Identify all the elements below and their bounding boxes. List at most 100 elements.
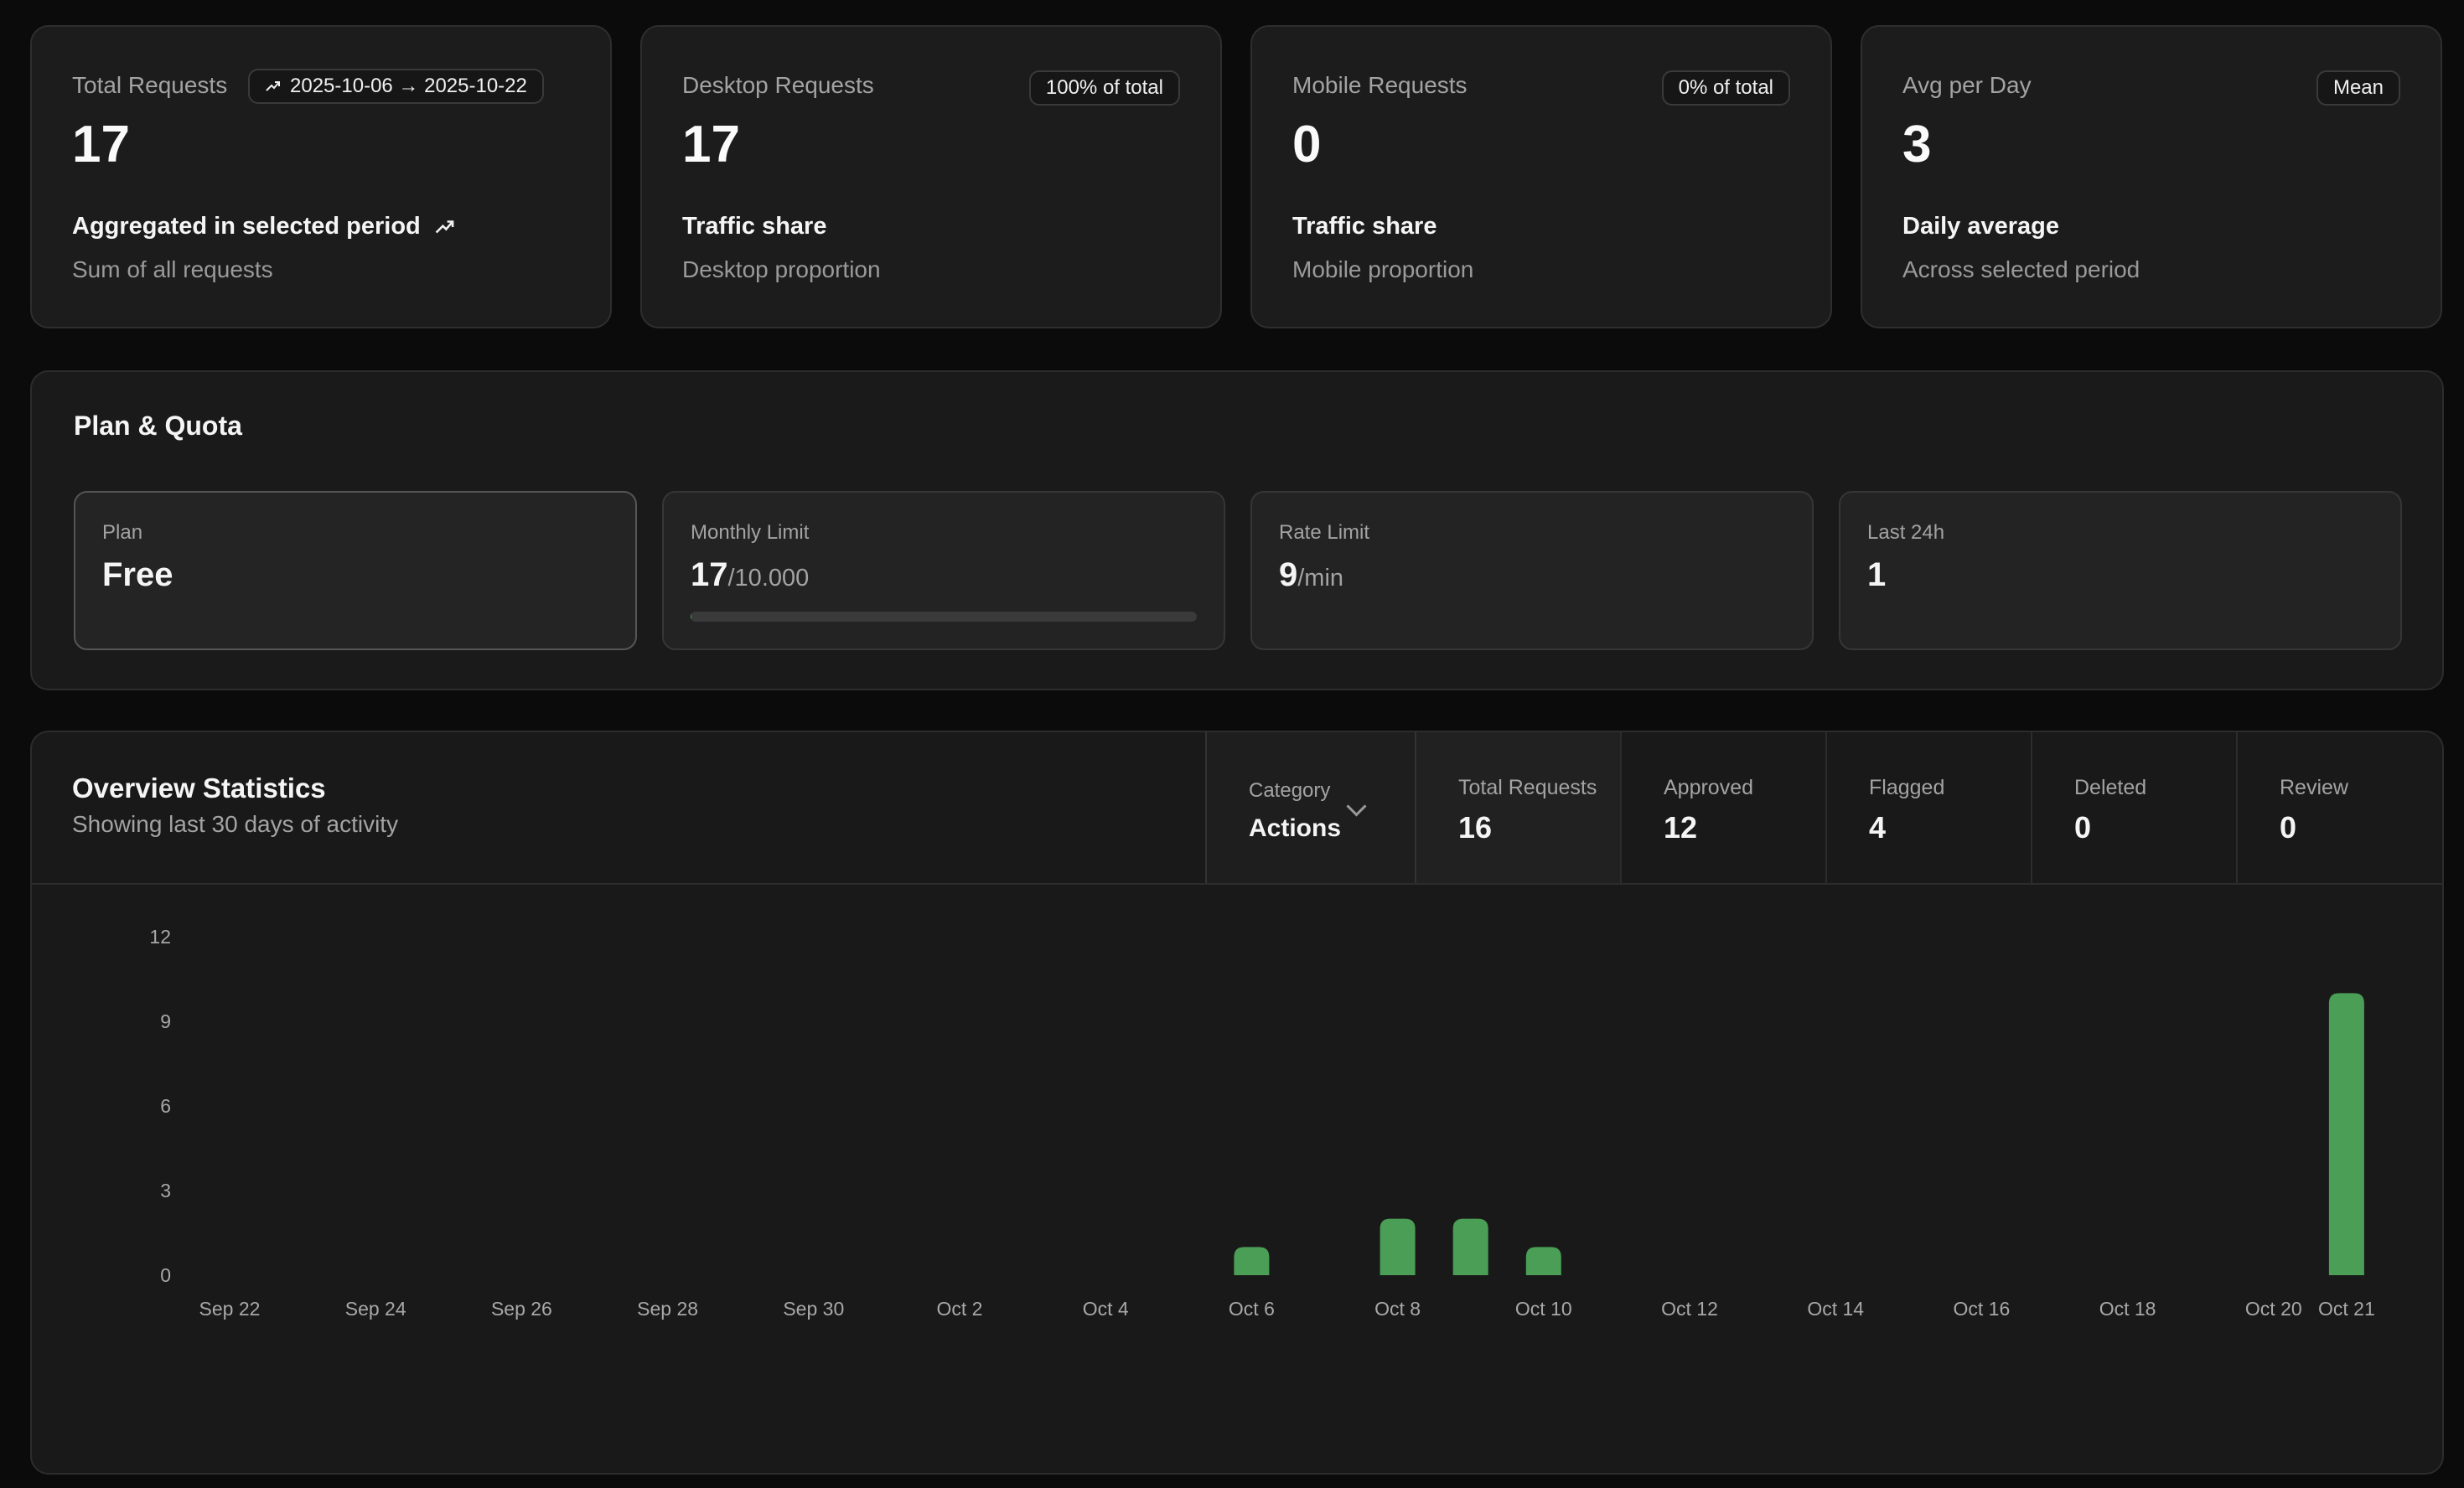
metric-approved[interactable]: Approved 12 [1622, 732, 1827, 883]
stat-value: 17 [72, 116, 130, 173]
stat-footer-subtitle: Across selected period [1902, 256, 2140, 282]
metrics-tabs: Total Requests 16 Approved 12 Flagged 4 … [1416, 732, 2442, 883]
requests-bar-chart: 0 3 6 9 12 Sep 22 Sep 24 Sep 26 Sep 28 Sep 30 Oct … [149, 926, 2375, 1320]
plan-quota-panel: Plan & Quota Plan Free Monthly Limit 17/… [30, 370, 2444, 690]
quota-label: Monthly Limit [691, 521, 810, 544]
stat-label: Mobile Requests [1292, 72, 1468, 98]
x-tick-label: Oct 12 [1661, 1298, 1718, 1320]
y-tick-label: 6 [160, 1095, 171, 1117]
x-tick-label: Sep 22 [199, 1298, 261, 1320]
x-tick-label: Oct 6 [1229, 1298, 1275, 1320]
x-tick-label: Oct 8 [1374, 1298, 1421, 1320]
stat-label: Desktop Requests [682, 72, 874, 98]
bar-oct-21[interactable] [2328, 993, 2364, 1275]
metric-total-requests[interactable]: Total Requests 16 [1416, 732, 1622, 883]
bar-oct-8[interactable] [1380, 1218, 1416, 1275]
stat-footer-title: Traffic share [1292, 213, 1437, 240]
category-select[interactable]: Category Actions [1205, 732, 1416, 883]
rate-limit-card: Rate Limit 9/min [1250, 491, 1814, 650]
quota-value: 9/min [1279, 556, 1785, 594]
metric-label: Total Requests [1458, 776, 1597, 799]
mean-badge: Mean [2316, 70, 2400, 106]
quota-unit: /10.000 [727, 565, 810, 592]
metric-value: 12 [1664, 810, 1698, 845]
quota-value-number: 1 [1867, 556, 1887, 593]
y-tick-label: 12 [149, 926, 171, 948]
stat-card-avg-per-day: Avg per Day Mean 3 Daily average Across … [1861, 25, 2442, 328]
x-tick-label: Oct 4 [1083, 1298, 1129, 1320]
quota-label: Last 24h [1867, 521, 1945, 544]
metric-value: 0 [2280, 810, 2297, 845]
stat-card-mobile-requests: Mobile Requests 0% of total 0 Traffic sh… [1250, 25, 1832, 328]
metric-label: Review [2280, 776, 2348, 799]
stat-label: Avg per Day [1902, 72, 2032, 98]
trend-up-icon [266, 81, 280, 91]
stat-footer-title-text: Aggregated in selected period [72, 213, 421, 240]
metric-value: 4 [1869, 810, 1887, 845]
quota-value-number: Free [102, 556, 173, 593]
x-tick-label: Oct 16 [1954, 1298, 2011, 1320]
stat-label: Total Requests [72, 72, 228, 98]
metric-label: Approved [1664, 776, 1754, 799]
quota-value-number: 17 [691, 556, 728, 593]
monthly-limit-card: Monthly Limit 17/10.000 [662, 491, 1225, 650]
x-tick-label: Oct 14 [1807, 1298, 1864, 1320]
x-tick-label: Sep 26 [491, 1298, 552, 1320]
x-tick-label: Oct 10 [1515, 1298, 1572, 1320]
bar-oct-9[interactable] [1452, 1218, 1488, 1275]
metric-flagged[interactable]: Flagged 4 [1827, 732, 2032, 883]
stat-value: 3 [1902, 116, 1932, 173]
stat-footer-subtitle: Sum of all requests [72, 256, 273, 282]
overview-statistics-panel: Overview Statistics Showing last 30 days… [30, 731, 2444, 1475]
y-tick-label: 9 [160, 1010, 171, 1032]
stat-footer-subtitle: Desktop proportion [682, 256, 881, 282]
overview-title: Overview Statistics [72, 772, 326, 803]
stat-footer-subtitle: Mobile proportion [1292, 256, 1474, 282]
quota-value: 1 [1867, 556, 2373, 594]
category-label: Category [1249, 779, 1331, 802]
quota-value-number: 9 [1279, 556, 1298, 593]
quota-unit: /min [1297, 565, 1344, 592]
plan-card[interactable]: Plan Free [74, 491, 637, 650]
y-tick-label: 0 [160, 1264, 171, 1286]
trend-up-icon [435, 220, 454, 233]
metric-value: 0 [2074, 810, 2092, 845]
metric-value: 16 [1458, 810, 1493, 845]
stat-cards-row: Total Requests 2025-10-06 → 2025-10-22 1… [30, 25, 2444, 330]
overview-header: Overview Statistics Showing last 30 days… [32, 732, 2442, 885]
bar-oct-10[interactable] [1525, 1247, 1561, 1275]
panel-title: Plan & Quota [74, 411, 242, 441]
metric-deleted[interactable]: Deleted 0 [2032, 732, 2238, 883]
x-tick-label: Sep 28 [637, 1298, 698, 1320]
x-tick-label: Oct 2 [937, 1298, 983, 1320]
last-24h-card: Last 24h 1 [1839, 491, 2402, 650]
stat-value: 0 [1292, 116, 1322, 173]
quota-label: Rate Limit [1279, 521, 1370, 544]
quota-value: 17/10.000 [691, 556, 1197, 594]
stat-card-total-requests: Total Requests 2025-10-06 → 2025-10-22 1… [30, 25, 612, 328]
x-tick-label: Oct 20 [2245, 1298, 2302, 1320]
stat-footer-title: Traffic share [682, 213, 827, 240]
quota-label: Plan [102, 521, 143, 544]
metric-label: Deleted [2074, 776, 2147, 799]
monthly-limit-progress [691, 612, 1197, 622]
metric-label: Flagged [1869, 776, 1945, 799]
date-range-text: 2025-10-06 → 2025-10-22 [290, 75, 527, 97]
share-badge: 100% of total [1028, 70, 1180, 106]
bar-oct-6[interactable] [1234, 1247, 1270, 1275]
quota-value: Free [102, 556, 608, 594]
date-range-badge[interactable]: 2025-10-06 → 2025-10-22 [248, 69, 544, 104]
stat-footer-title: Daily average [1902, 213, 2060, 240]
overview-subtitle: Showing last 30 days of activity [72, 811, 399, 837]
x-tick-label: Sep 30 [783, 1298, 844, 1320]
share-badge: 0% of total [1661, 70, 1790, 106]
y-tick-label: 3 [160, 1180, 171, 1201]
metric-review[interactable]: Review 0 [2238, 732, 2442, 883]
x-tick-label: Sep 24 [345, 1298, 406, 1320]
x-tick-label: Oct 21 [2318, 1298, 2375, 1320]
stat-value: 17 [682, 116, 740, 173]
category-value: Actions [1249, 814, 1342, 842]
stat-footer-title: Aggregated in selected period [72, 213, 456, 240]
x-tick-label: Oct 18 [2099, 1298, 2156, 1320]
